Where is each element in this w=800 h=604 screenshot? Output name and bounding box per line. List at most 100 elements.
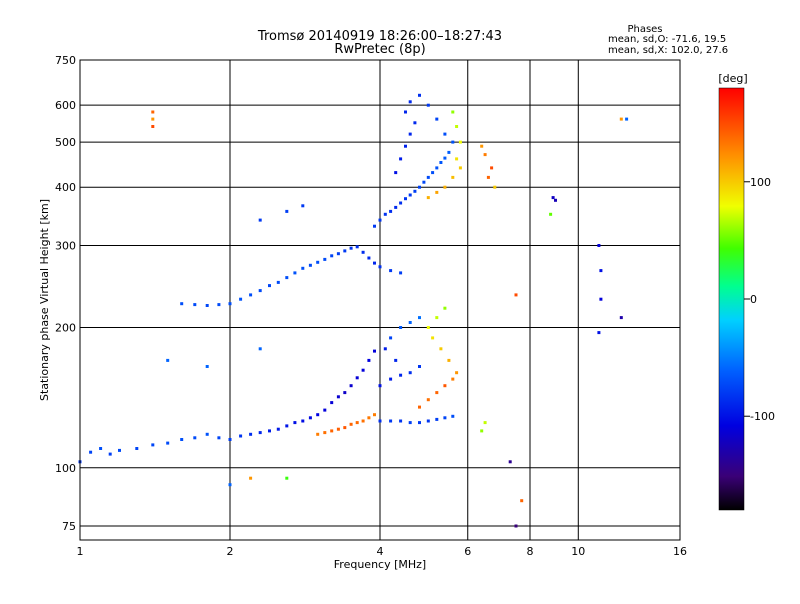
y-tick-label: 500 bbox=[55, 136, 76, 149]
data-point bbox=[399, 201, 403, 205]
data-point bbox=[355, 421, 359, 425]
data-point bbox=[193, 436, 197, 440]
colorbar-tick-label: -100 bbox=[750, 410, 775, 423]
data-point bbox=[361, 250, 365, 254]
data-point bbox=[394, 171, 398, 175]
data-point bbox=[268, 429, 271, 433]
data-point bbox=[336, 427, 340, 431]
data-point bbox=[514, 524, 518, 528]
data-point bbox=[443, 384, 447, 388]
data-point bbox=[343, 391, 347, 395]
data-point bbox=[418, 365, 421, 368]
data-point bbox=[349, 246, 353, 250]
data-point bbox=[285, 424, 289, 428]
data-point bbox=[258, 431, 262, 435]
data-point bbox=[249, 476, 253, 480]
data-point bbox=[180, 438, 184, 441]
data-point bbox=[89, 450, 93, 454]
data-point bbox=[355, 245, 359, 249]
data-point bbox=[625, 117, 629, 121]
data-point bbox=[451, 110, 455, 114]
data-point bbox=[426, 419, 430, 423]
data-point bbox=[323, 408, 327, 412]
data-point bbox=[443, 132, 447, 136]
data-point bbox=[323, 257, 327, 261]
data-point bbox=[394, 205, 398, 209]
colorbar-label: [deg] bbox=[718, 72, 747, 85]
data-point bbox=[493, 185, 497, 189]
data-point bbox=[455, 371, 459, 375]
data-point bbox=[151, 125, 155, 128]
data-point bbox=[443, 306, 447, 310]
data-point bbox=[426, 103, 430, 107]
data-point bbox=[258, 218, 262, 222]
data-point bbox=[399, 271, 403, 275]
data-point bbox=[373, 413, 376, 417]
x-tick-label: 2 bbox=[227, 545, 234, 558]
data-point bbox=[480, 429, 484, 433]
data-point bbox=[458, 166, 462, 170]
data-point bbox=[422, 180, 426, 184]
data-point bbox=[426, 398, 430, 402]
data-point bbox=[217, 303, 221, 307]
data-point bbox=[166, 358, 170, 362]
data-point bbox=[373, 349, 376, 353]
data-point bbox=[418, 93, 421, 97]
stats-line-o: mean, sd,O: -71.6, 19.5 bbox=[608, 34, 726, 45]
data-point bbox=[408, 193, 412, 197]
data-point bbox=[399, 326, 403, 329]
data-point bbox=[330, 254, 334, 258]
data-point bbox=[343, 426, 347, 430]
data-point bbox=[336, 395, 340, 399]
data-point bbox=[439, 347, 443, 351]
data-point bbox=[285, 209, 289, 213]
data-point bbox=[249, 432, 253, 436]
data-point bbox=[599, 269, 603, 273]
data-point bbox=[367, 358, 371, 362]
data-point bbox=[599, 297, 603, 301]
data-point bbox=[435, 316, 439, 320]
data-point bbox=[508, 460, 512, 464]
y-tick-label: 400 bbox=[55, 181, 76, 194]
data-point bbox=[394, 358, 398, 362]
data-point bbox=[597, 244, 601, 247]
data-point bbox=[293, 421, 297, 425]
plot-frame bbox=[79, 59, 681, 541]
data-point bbox=[451, 414, 455, 418]
x-tick-label: 6 bbox=[464, 545, 471, 558]
data-point bbox=[514, 293, 518, 297]
data-point bbox=[451, 175, 455, 179]
data-point bbox=[431, 336, 435, 340]
stats-line-x: mean, sd,X: 102.0, 27.6 bbox=[608, 45, 728, 56]
data-point bbox=[389, 419, 393, 423]
data-point bbox=[99, 447, 103, 450]
data-point bbox=[619, 117, 623, 121]
data-point bbox=[447, 150, 451, 154]
data-point bbox=[343, 249, 347, 253]
data-point bbox=[228, 302, 232, 306]
data-point bbox=[408, 371, 412, 375]
data-point bbox=[413, 189, 417, 193]
data-point bbox=[455, 125, 459, 128]
data-point bbox=[383, 212, 387, 216]
data-point bbox=[426, 326, 430, 329]
colorbar-tick-label: 100 bbox=[750, 176, 771, 189]
data-point bbox=[316, 260, 320, 264]
data-point bbox=[330, 401, 334, 405]
data-point bbox=[228, 483, 232, 487]
data-point bbox=[308, 263, 312, 267]
data-point bbox=[205, 432, 209, 436]
x-tick-label: 16 bbox=[673, 545, 687, 558]
data-point bbox=[258, 289, 262, 293]
data-point bbox=[408, 132, 412, 136]
data-point bbox=[135, 447, 139, 450]
x-tick-label: 4 bbox=[377, 545, 384, 558]
data-point bbox=[239, 434, 243, 438]
data-point bbox=[258, 347, 262, 351]
y-tick-label: 600 bbox=[55, 99, 76, 112]
data-point bbox=[399, 373, 403, 377]
data-point bbox=[217, 436, 221, 440]
data-point bbox=[443, 156, 447, 160]
data-point bbox=[435, 190, 439, 194]
data-point bbox=[435, 417, 439, 421]
